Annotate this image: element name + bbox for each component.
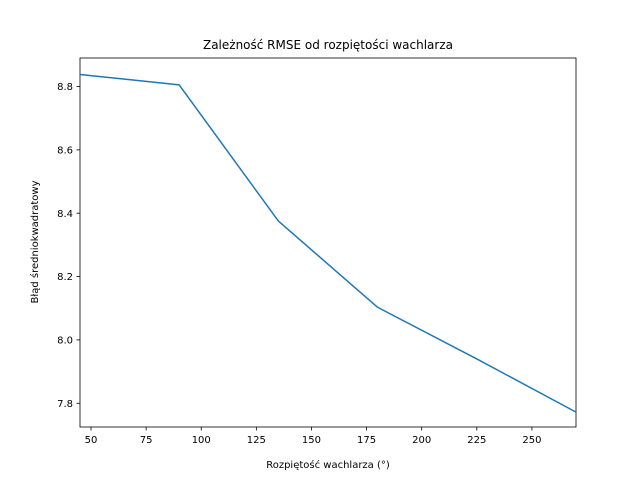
y-tick-label: 8.8	[57, 82, 73, 93]
y-tick-label: 8.6	[57, 145, 73, 156]
y-axis-label: Błąd średniokwadratowy	[29, 180, 41, 303]
y-tick-label: 8.4	[57, 209, 73, 220]
chart-title: Zależność RMSE od rozpiętości wachlarza	[203, 38, 453, 52]
x-tick-label: 175	[357, 435, 376, 446]
axes-frame	[79, 57, 577, 428]
x-tick-label: 150	[302, 435, 321, 446]
y-tick-label: 8.0	[57, 335, 73, 346]
series-lines	[79, 73, 577, 413]
x-tick-label: 75	[140, 435, 153, 446]
y-tick-label: 7.8	[57, 399, 73, 410]
x-tick-label: 225	[467, 435, 486, 446]
x-axis-label: Rozpiętość wachlarza (°)	[266, 459, 390, 471]
x-tick-label: 100	[192, 435, 211, 446]
x-tick-label: 125	[247, 435, 266, 446]
y-axis-ticks: 7.8 8.0 8.2 8.4 8.6 8.8	[57, 82, 80, 410]
x-axis-ticks: 50 75 100 125 150 175 200 225 250	[85, 427, 541, 446]
x-tick-label: 200	[412, 435, 431, 446]
plot-area: 50 75 100 125 150 175 200 225 250 7.8 8.0 8.2 8.4 8.…	[57, 57, 577, 446]
x-tick-label: 250	[522, 435, 541, 446]
x-tick-label: 50	[85, 435, 98, 446]
series-line	[79, 73, 577, 413]
y-tick-label: 8.2	[57, 272, 73, 283]
